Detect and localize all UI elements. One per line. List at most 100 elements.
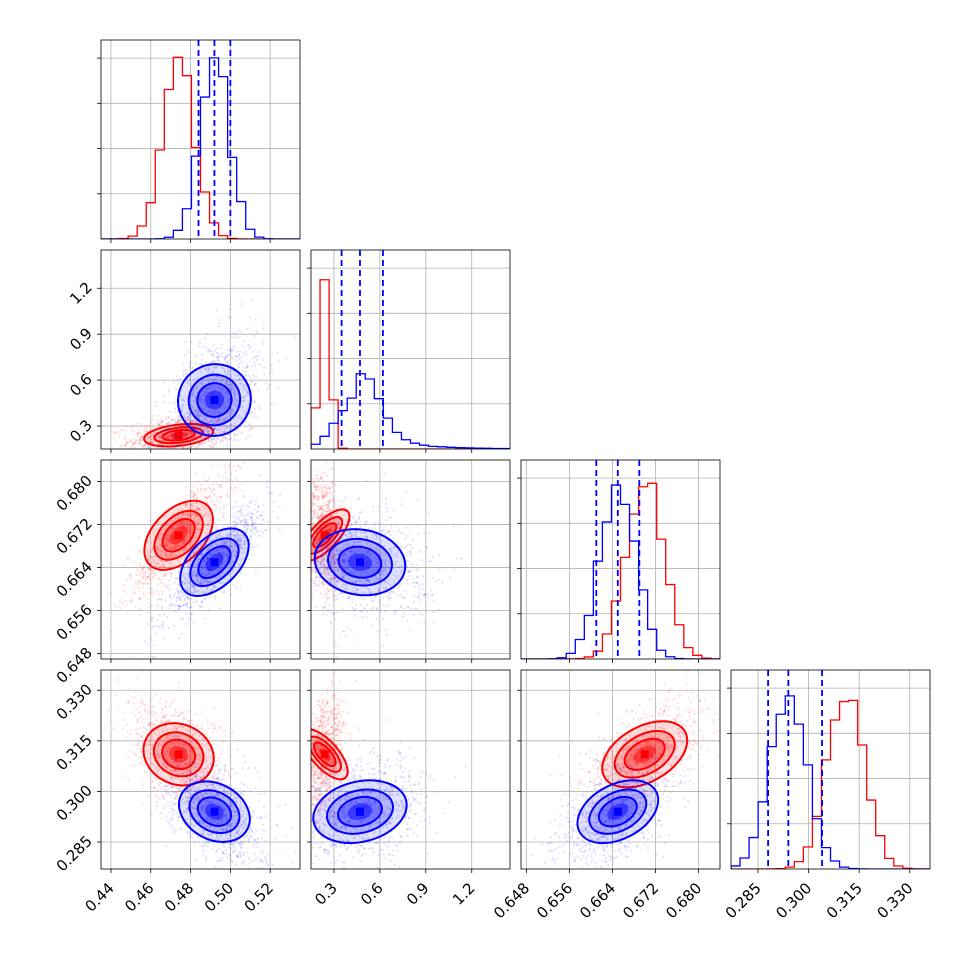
scatter-point (147, 598, 150, 601)
scatter-point (246, 391, 250, 394)
scatter-point (248, 500, 252, 504)
scatter-point (145, 426, 148, 430)
scatter-point (125, 443, 128, 447)
scatter-point (198, 442, 201, 445)
scatter-point (188, 378, 191, 381)
scatter-point (200, 601, 204, 604)
scatter-point (197, 560, 200, 563)
scatter-point (177, 420, 180, 424)
scatter-point (174, 554, 177, 557)
scatter-point (308, 525, 310, 527)
scatter-point (203, 558, 207, 561)
contour-red (311, 508, 351, 563)
scatter-point (194, 446, 197, 449)
scatter-point (254, 355, 257, 358)
scatter-point (329, 581, 332, 584)
scatter-point (159, 436, 162, 439)
scatter-point (290, 536, 292, 538)
scatter-point (195, 515, 198, 518)
scatter-point (208, 449, 210, 451)
scatter-point (136, 435, 139, 438)
scatter-point (326, 568, 329, 571)
scatter-point (203, 436, 206, 439)
scatter-point (240, 538, 243, 542)
scatter-point (166, 437, 169, 440)
scatter-point (323, 566, 326, 570)
scatter-point (168, 595, 172, 598)
scatter-point (166, 467, 168, 469)
scatter-point (206, 514, 210, 518)
scatter-point (181, 467, 183, 469)
scatter-point (173, 455, 175, 457)
scatter-point (315, 584, 318, 587)
scatter-point (159, 549, 163, 553)
scatter-point (208, 495, 211, 498)
scatter-point (195, 504, 198, 508)
scatter-point (222, 406, 225, 410)
scatter-point (234, 404, 237, 407)
scatter-point (204, 570, 207, 574)
scatter-point (259, 530, 262, 533)
scatter-point (321, 494, 324, 497)
scatter-point (195, 573, 198, 577)
scatter-point (250, 535, 253, 538)
scatter-point (170, 419, 173, 422)
scatter-point (217, 431, 220, 434)
scatter-point (164, 543, 167, 546)
scatter-point (327, 492, 330, 496)
scatter-point (236, 534, 239, 537)
scatter-point (226, 349, 229, 352)
scatter-point (162, 434, 165, 437)
scatter-point (238, 382, 241, 385)
scatter-point (205, 532, 208, 536)
scatter-point (169, 430, 172, 433)
scatter-point (163, 566, 166, 569)
scatter-point (158, 536, 161, 539)
scatter-point (188, 513, 191, 517)
scatter-point (195, 562, 199, 566)
scatter-point (223, 552, 226, 556)
scatter-point (194, 574, 197, 577)
scatter-point (312, 562, 315, 565)
scatter-point (321, 511, 325, 515)
scatter-point (321, 608, 324, 612)
scatter-point (167, 539, 170, 542)
scatter-point (206, 573, 209, 577)
scatter-point (213, 542, 217, 545)
scatter-point (204, 368, 207, 371)
scatter-point (416, 576, 419, 579)
scatter-point (222, 357, 225, 360)
scatter-point (196, 391, 199, 394)
scatter-point (225, 356, 229, 359)
scatter-point (213, 437, 216, 440)
scatter-point (227, 412, 230, 415)
scatter-point (248, 316, 252, 319)
scatter-point (223, 542, 226, 545)
scatter-point (153, 554, 156, 557)
scatter-point (203, 415, 206, 418)
scatter-point (149, 421, 152, 424)
scatter-point (329, 514, 332, 518)
scatter-point (332, 529, 335, 533)
scatter-point (190, 436, 193, 439)
scatter-point (313, 509, 316, 512)
scatter-point (178, 524, 181, 527)
scatter-point (204, 392, 207, 395)
scatter-point (182, 454, 184, 456)
scatter-point (324, 494, 327, 498)
scatter-point (262, 503, 265, 507)
scatter-point (218, 484, 221, 487)
scatter-point (206, 432, 209, 435)
scatter-point (171, 431, 174, 435)
scatter-point (148, 586, 151, 590)
scatter-point (174, 420, 177, 423)
scatter-point (191, 450, 193, 452)
scatter-point (211, 490, 214, 493)
scatter-point (332, 569, 335, 572)
scatter-point (191, 420, 194, 423)
scatter-point (219, 430, 223, 433)
scatter-point (203, 515, 206, 518)
scatter-point (172, 603, 175, 606)
scatter-point (384, 562, 387, 565)
scatter-point (139, 431, 142, 434)
